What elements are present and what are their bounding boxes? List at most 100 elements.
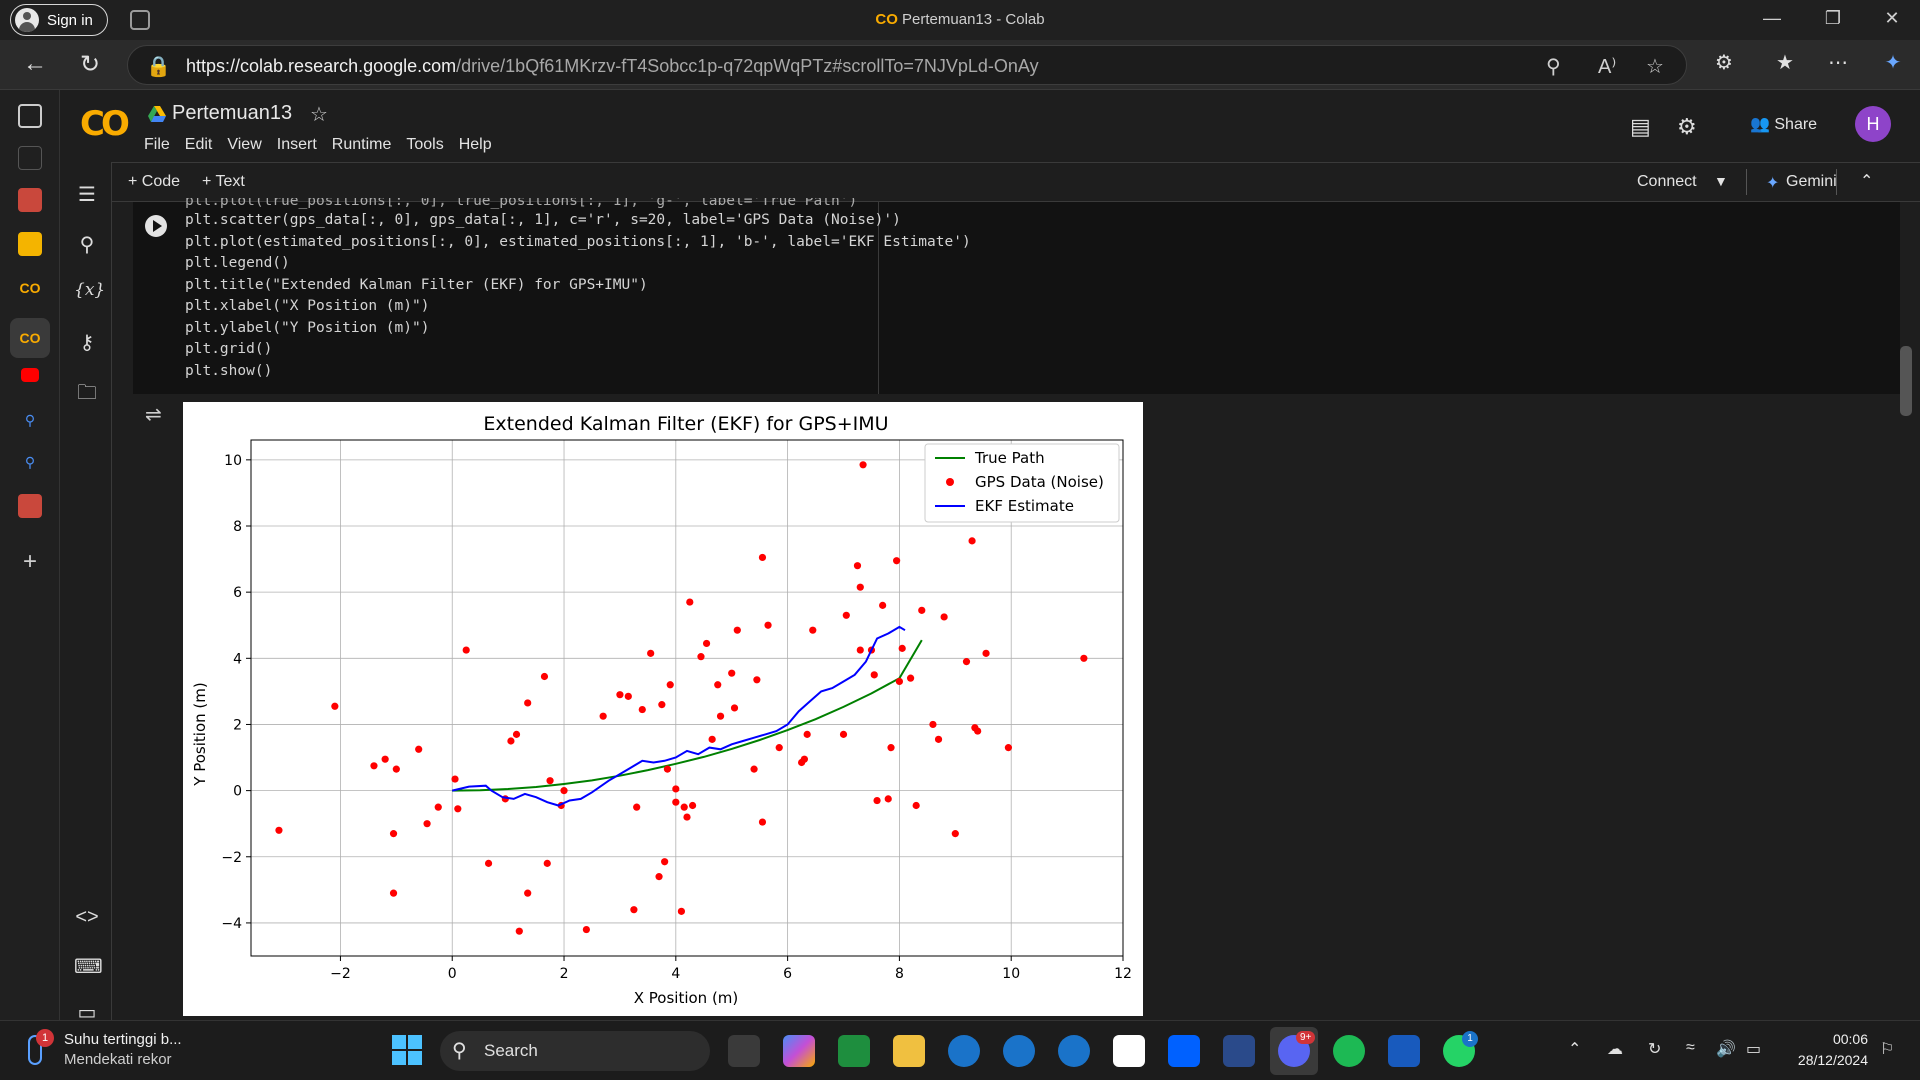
search-tab-icon[interactable]: ⚲: [24, 412, 36, 428]
tab-actions-icon[interactable]: [130, 10, 150, 30]
chart-title: Extended Kalman Filter (EKF) for GPS+IMU: [483, 413, 888, 435]
collapse-header-chevron-icon[interactable]: ⌃: [1860, 173, 1874, 190]
weather-title[interactable]: Suhu tertinggi b...: [64, 1031, 182, 1048]
microsoft-store-icon[interactable]: [1113, 1035, 1145, 1067]
battery-icon[interactable]: ▭: [1746, 1041, 1762, 1058]
output-actions-icon[interactable]: ⇌: [145, 404, 162, 426]
table-of-contents-icon[interactable]: ☰: [78, 184, 96, 206]
search-icon[interactable]: ⚲: [79, 234, 95, 256]
start-windows-icon[interactable]: [392, 1035, 422, 1065]
star-notebook-icon[interactable]: ☆: [310, 104, 328, 126]
edge-profile-icon[interactable]: [1003, 1035, 1035, 1067]
connect-dropdown-chevron-icon[interactable]: ▼: [1714, 173, 1728, 189]
secrets-key-icon[interactable]: ⚷: [79, 332, 95, 354]
back-icon[interactable]: ←: [23, 50, 47, 77]
spotify-icon[interactable]: [1333, 1035, 1365, 1067]
gps-point: [962, 658, 971, 666]
more-icon[interactable]: ⋯: [1828, 52, 1848, 74]
clock-date[interactable]: 28/12/2024: [1797, 1052, 1868, 1068]
reload-icon[interactable]: ↻: [79, 51, 101, 78]
zoom-icon[interactable]: ⚲: [1546, 56, 1561, 78]
clock-time[interactable]: 00:06: [1832, 1031, 1868, 1047]
close-window-icon[interactable]: ✕: [1884, 8, 1900, 28]
gps-point: [370, 762, 378, 770]
gps-point: [663, 765, 672, 773]
thermometer-weather-icon[interactable]: [28, 1035, 42, 1065]
files-folder-icon[interactable]: 🗀: [77, 382, 97, 404]
sync-icon[interactable]: ↻: [1648, 1041, 1662, 1058]
pdf-tab-icon[interactable]: [18, 188, 42, 212]
colab-active-tab-icon[interactable]: CO: [10, 318, 50, 358]
new-tab-plus-icon[interactable]: +: [22, 548, 37, 575]
read-aloud-icon[interactable]: A⁾: [1598, 56, 1617, 78]
word-icon[interactable]: [1388, 1035, 1420, 1067]
wifi-icon[interactable]: ≈: [1686, 1039, 1695, 1056]
drive-icon: [148, 106, 166, 122]
y-tick-label: 8: [233, 519, 242, 535]
code-snippets-icon[interactable]: <>: [75, 906, 99, 928]
notifications-icon[interactable]: ⚐: [1880, 1041, 1895, 1058]
code-cell[interactable]: [133, 202, 1900, 394]
colab-logo-icon[interactable]: CO: [80, 104, 130, 144]
onedrive-icon[interactable]: ☁: [1607, 1041, 1623, 1058]
taskbar-search-icon: ⚲: [452, 1040, 467, 1062]
connect-button[interactable]: Connect: [1637, 173, 1697, 190]
lock-icon[interactable]: 🔒: [146, 56, 171, 78]
copilot-taskbar-icon[interactable]: [783, 1035, 815, 1067]
gps-point: [546, 777, 554, 785]
favorites-icon[interactable]: ★: [1776, 52, 1794, 74]
youtube-tab-icon[interactable]: [21, 368, 39, 382]
comments-icon[interactable]: ▤: [1630, 114, 1651, 139]
taskbar-search[interactable]: [440, 1031, 710, 1071]
favorite-star-icon[interactable]: ☆: [1646, 56, 1664, 78]
edge-icon[interactable]: [948, 1035, 980, 1067]
share-button[interactable]: 👥 Share: [1750, 114, 1817, 134]
gps-point: [512, 730, 521, 738]
menu-edit[interactable]: Edit: [184, 136, 213, 153]
command-palette-icon[interactable]: ⌨: [74, 956, 103, 978]
restore-icon[interactable]: ❐: [1824, 8, 1842, 28]
menu-tools[interactable]: Tools: [406, 136, 444, 153]
add-text-button[interactable]: + Text: [202, 173, 245, 190]
sign-in-button[interactable]: Sign in: [10, 4, 108, 36]
dropbox-icon[interactable]: [1168, 1035, 1200, 1067]
minimize-icon[interactable]: —: [1763, 8, 1781, 28]
menu-insert[interactable]: Insert: [276, 136, 317, 153]
tab-grid-icon[interactable]: [18, 146, 42, 170]
tray-chevron-icon[interactable]: ⌃: [1568, 1041, 1582, 1058]
gps-point: [853, 562, 862, 570]
media-app-icon[interactable]: [838, 1035, 870, 1067]
task-view-icon[interactable]: [728, 1035, 760, 1067]
add-code-button[interactable]: + Code: [128, 173, 181, 190]
extensions-icon[interactable]: ⚙: [1715, 52, 1733, 74]
slides-tab-icon[interactable]: [18, 232, 42, 256]
url-text[interactable]: https://colab.research.google.com/drive/…: [186, 56, 1039, 77]
pdf-tab-icon-2[interactable]: [18, 494, 42, 518]
copilot-icon[interactable]: ✦: [1884, 52, 1902, 74]
run-cell-button[interactable]: [145, 215, 167, 237]
app-icon[interactable]: [1223, 1035, 1255, 1067]
gemini-button[interactable]: Gemini: [1786, 173, 1837, 190]
x-axis-label: X Position (m): [634, 989, 739, 1007]
menu-file[interactable]: File: [144, 136, 170, 153]
vertical-tabs-icon[interactable]: [18, 104, 42, 128]
edge-profile-2-icon[interactable]: [1058, 1035, 1090, 1067]
gps-point: [758, 553, 767, 562]
terminal-icon[interactable]: ▭: [77, 1002, 97, 1024]
settings-gear-icon[interactable]: ⚙: [1677, 114, 1697, 139]
volume-icon[interactable]: 🔊: [1716, 1041, 1736, 1058]
colab-tab-icon[interactable]: CO: [19, 280, 41, 296]
weather-subtitle[interactable]: Mendekati rekor: [64, 1051, 172, 1068]
notebook-title[interactable]: Pertemuan13: [172, 102, 293, 124]
variables-icon[interactable]: {x}: [74, 280, 106, 300]
menu-help[interactable]: Help: [458, 136, 492, 153]
gps-point: [415, 745, 423, 753]
address-bar[interactable]: 🔒 https://colab.research.google.com/driv…: [127, 45, 1687, 85]
menu-runtime[interactable]: Runtime: [331, 136, 392, 153]
account-avatar[interactable]: H: [1855, 106, 1891, 142]
file-explorer-icon[interactable]: [893, 1035, 925, 1067]
search-tab-icon-2[interactable]: ⚲: [24, 454, 36, 470]
notebook-scrollbar[interactable]: [1900, 346, 1912, 416]
menu-view[interactable]: View: [227, 136, 262, 153]
code-editor[interactable]: plt.plot(true_positions[:, 0], true_posi…: [185, 198, 971, 382]
